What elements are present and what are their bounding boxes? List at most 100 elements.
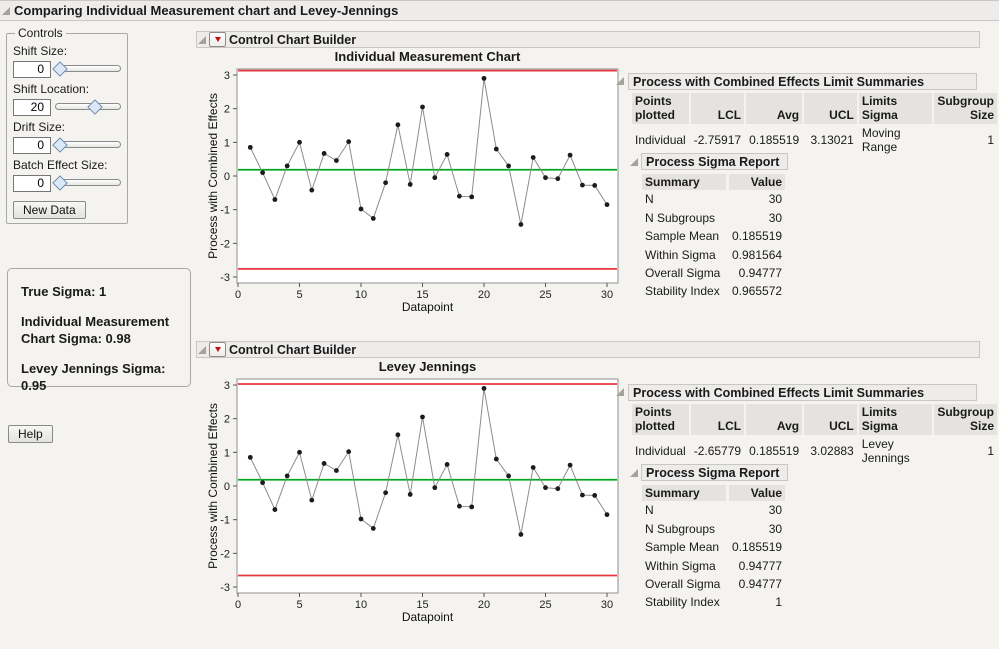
table-row: Sample Mean 0.185519 [645,229,783,244]
outline-header-process-sigma-report-2[interactable]: Process Sigma Report [641,464,789,481]
outline-header-limit-summaries-2[interactable]: Process with Combined Effects Limit Summ… [628,384,977,401]
batch-effect-size-input[interactable] [13,174,51,192]
report-title-bar[interactable]: Comparing Individual Measurement chart a… [0,0,999,21]
red-triangle-menu-button[interactable] [209,342,226,357]
svg-text:25: 25 [539,599,551,611]
disclosure-icon[interactable] [2,6,10,15]
svg-text:20: 20 [478,599,490,611]
col-points-plotted: Points plotted [632,404,689,435]
batch-effect-size-slider[interactable] [51,175,121,191]
true-sigma-text: True Sigma: 1 [21,284,107,299]
col-value: Value [729,174,786,191]
new-data-button[interactable]: New Data [13,201,86,219]
shift-location-slider[interactable] [55,99,121,115]
svg-text:Process with Combined Effects: Process with Combined Effects [207,93,220,259]
svg-text:15: 15 [416,599,428,611]
svg-text:10: 10 [355,599,367,611]
col-ucl: UCL [804,93,857,124]
levey-jennings-sigma-text: Levey Jennings Sigma: 0.95 [21,360,166,393]
controls-group-label: Controls [18,26,63,40]
col-summary: Summary [642,174,726,191]
col-subgroup-size: Subgroup Size [934,404,997,435]
svg-text:-2: -2 [220,238,230,250]
drift-size-slider[interactable] [51,137,121,153]
table-header-row: Summary Value [642,174,786,191]
shift-size-input[interactable] [13,60,51,78]
outline-header-control-chart-builder-2[interactable]: Control Chart Builder [196,341,980,358]
batch-effect-size-label: Batch Effect Size: [13,158,108,172]
help-button[interactable]: Help [8,425,53,443]
svg-text:1: 1 [224,137,230,149]
svg-text:-1: -1 [220,515,230,527]
table-row: Overall Sigma 0.94777 [645,265,783,280]
svg-text:Process with Combined Effects: Process with Combined Effects [207,403,220,569]
shift-size-label: Shift Size: [13,44,68,58]
chart-title-individual-measurement: Individual Measurement Chart [334,49,521,64]
outline-header-limit-summaries-1[interactable]: Process with Combined Effects Limit Summ… [628,73,977,90]
red-triangle-icon [214,347,221,352]
outline-header-control-chart-builder-1[interactable]: Control Chart Builder [196,31,980,48]
shift-size-slider[interactable] [51,61,121,77]
table-row: N Subgroups 30 [645,210,783,225]
table-row: Overall Sigma 0.94777 [645,576,783,591]
col-points-plotted: Points plotted [632,93,689,124]
svg-text:15: 15 [416,289,428,301]
col-summary: Summary [642,485,726,502]
svg-text:-2: -2 [220,548,230,560]
process-sigma-report-table-2: Summary Value N 30 N Subgroups 30 Sample M… [639,485,788,612]
svg-text:2: 2 [224,414,230,426]
table-row: Stability Index 1 [645,595,783,610]
col-limits-sigma: Limits Sigma [858,93,933,124]
sigma-summary-box: True Sigma: 1 Individual Measurement Cha… [7,268,191,393]
svg-text:3: 3 [224,70,230,82]
table-header-row: Points plotted LCL Avg UCL Limits Sigma … [632,93,997,124]
slider-thumb[interactable] [51,175,68,191]
drift-size-input[interactable] [13,136,51,154]
table-row: Stability Index 0.965572 [645,284,783,299]
table-row: Sample Mean 0.185519 [645,540,783,555]
shift-location-label: Shift Location: [13,82,90,96]
shift-location-input[interactable] [13,98,51,116]
table-row: N 30 [645,503,783,518]
col-ucl: UCL [804,404,857,435]
svg-text:2: 2 [224,104,230,116]
slider-thumb[interactable] [51,61,68,77]
disclosure-icon[interactable] [616,77,624,85]
col-subgroup-size: Subgroup Size [934,93,997,124]
svg-text:3: 3 [224,380,230,392]
svg-text:0: 0 [235,599,241,611]
table-header-row: Summary Value [642,485,786,502]
page-title: Comparing Individual Measurement chart a… [14,3,399,18]
col-avg: Avg [746,93,803,124]
svg-text:-3: -3 [220,582,230,594]
chart-title-levey-jennings: Levey Jennings [378,359,477,374]
disclosure-icon[interactable] [630,158,638,166]
col-lcl: LCL [690,93,745,124]
disclosure-icon[interactable] [198,345,206,354]
disclosure-icon[interactable] [630,469,638,477]
svg-text:-3: -3 [220,272,230,284]
svg-text:10: 10 [355,289,367,301]
svg-text:30: 30 [601,289,613,301]
red-triangle-icon [214,37,221,42]
table-row: N 30 [645,192,783,207]
disclosure-icon[interactable] [616,388,624,396]
col-avg: Avg [746,404,803,435]
table-row: Individual -2.65779 0.185519 3.02883 Lev… [635,436,994,466]
table-header-row: Points plotted LCL Avg UCL Limits Sigma … [632,404,997,435]
svg-text:0: 0 [224,481,230,493]
table-row: Individual -2.75917 0.185519 3.13021 Mov… [635,125,994,155]
slider-thumb[interactable] [51,137,68,153]
disclosure-icon[interactable] [198,35,206,44]
table-row: Within Sigma 0.94777 [645,558,783,573]
svg-text:1: 1 [224,447,230,459]
outline-title: Control Chart Builder [229,32,357,47]
slider-thumb[interactable] [86,99,103,115]
red-triangle-menu-button[interactable] [209,32,226,47]
outline-header-process-sigma-report-1[interactable]: Process Sigma Report [641,153,789,170]
svg-text:5: 5 [296,599,302,611]
svg-text:0: 0 [235,289,241,301]
